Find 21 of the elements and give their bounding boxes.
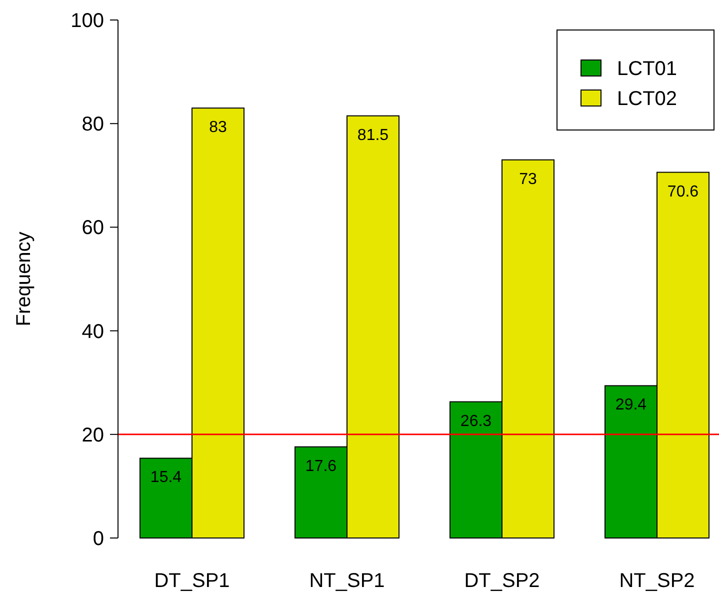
data-label: 29.4 xyxy=(615,396,647,414)
data-label: 15.4 xyxy=(150,469,182,486)
y-tick-label: 60 xyxy=(82,217,104,240)
data-label: 17.6 xyxy=(305,458,337,475)
y-tick-label: 100 xyxy=(70,10,104,32)
x-tick-label: NT_SP1 xyxy=(309,570,385,592)
y-tick-label: 20 xyxy=(82,424,104,446)
legend-label: LCT02 xyxy=(617,88,678,110)
y-tick-label: 40 xyxy=(82,320,104,343)
data-label: 70.6 xyxy=(667,183,699,200)
data-label: 26.3 xyxy=(460,412,492,430)
x-tick-label: DT_SP2 xyxy=(464,570,540,592)
x-tick-label: NT_SP2 xyxy=(619,570,695,592)
y-tick-label: 0 xyxy=(92,528,104,550)
data-label: 73 xyxy=(519,170,537,188)
y-tick-label: 80 xyxy=(82,114,104,136)
data-label: 83 xyxy=(209,119,227,136)
data-label: 81.5 xyxy=(357,126,389,144)
y-axis-title: Frequency xyxy=(13,232,35,326)
legend-label: LCT01 xyxy=(617,58,678,80)
x-tick-label: DT_SP1 xyxy=(154,570,230,592)
